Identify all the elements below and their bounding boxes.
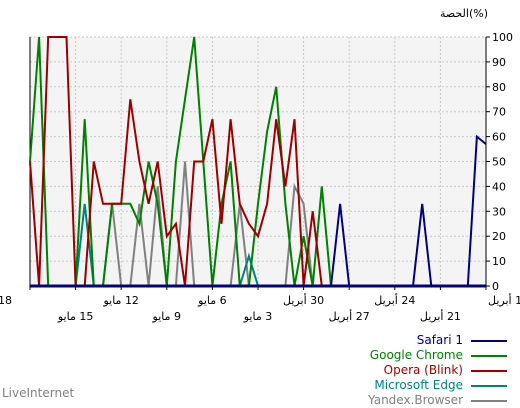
legend-swatch bbox=[471, 355, 507, 357]
y-tick-label: 10 bbox=[492, 255, 506, 268]
x-tick-label: 18 مايو bbox=[0, 294, 12, 307]
chart-svg: 0 10 20 30 40 50 60 70 80 90 100 18 مايو 15 مايو 12 م… bbox=[0, 7, 520, 323]
y-tick-label: 0 bbox=[492, 280, 499, 293]
x-tick-label: 12 مايو bbox=[102, 294, 138, 307]
y-axis-title: الحصة(%) bbox=[440, 7, 488, 20]
x-tick-label: 6 مايو bbox=[197, 294, 226, 307]
x-tick-label: 24 أبريل bbox=[374, 293, 415, 307]
x-tick-label: 9 مايو bbox=[152, 310, 181, 323]
legend-label: Opera (Blink) bbox=[383, 363, 463, 377]
y-tick-label: 90 bbox=[492, 56, 506, 69]
legend-item-yandex-browser: Yandex.Browser bbox=[330, 393, 515, 408]
y-tick-label: 70 bbox=[492, 106, 506, 119]
legend-label: Yandex.Browser bbox=[368, 393, 463, 407]
legend-item-safari-1: Safari 1 bbox=[330, 333, 515, 348]
y-tick-label: 40 bbox=[492, 180, 506, 193]
x-tick-label: 18 أبريل bbox=[488, 293, 520, 307]
legend-swatch bbox=[471, 385, 507, 387]
legend-swatch bbox=[471, 370, 507, 372]
chart-legend: Safari 1 Google Chrome Opera (Blink) Mic… bbox=[330, 333, 515, 408]
y-tick-label: 80 bbox=[492, 81, 506, 94]
legend-swatch bbox=[471, 400, 507, 402]
legend-item-google-chrome: Google Chrome bbox=[330, 348, 515, 363]
legend-swatch bbox=[471, 340, 507, 342]
y-tick-label: 20 bbox=[492, 230, 506, 243]
x-tick-label: 15 مايو bbox=[57, 310, 93, 323]
y-tick-label: 60 bbox=[492, 131, 506, 144]
legend-label: Google Chrome bbox=[369, 348, 463, 362]
x-tick-label: 27 أبريل bbox=[329, 309, 370, 323]
x-tick-label: 21 أبريل bbox=[420, 309, 461, 323]
legend-label: Microsoft Edge bbox=[374, 378, 463, 392]
y-tick-label: 30 bbox=[492, 205, 506, 218]
x-tick-label: 3 مايو bbox=[243, 310, 272, 323]
y-tick-label: 50 bbox=[492, 156, 506, 169]
brand-label: LiveInternet bbox=[2, 386, 75, 400]
y-tick-label: 100 bbox=[492, 31, 513, 44]
x-tick-label: 30 أبريل bbox=[283, 293, 324, 307]
legend-item-microsoft-edge: Microsoft Edge bbox=[330, 378, 515, 393]
legend-item-opera-blink: Opera (Blink) bbox=[330, 363, 515, 378]
legend-label: Safari 1 bbox=[416, 333, 463, 347]
